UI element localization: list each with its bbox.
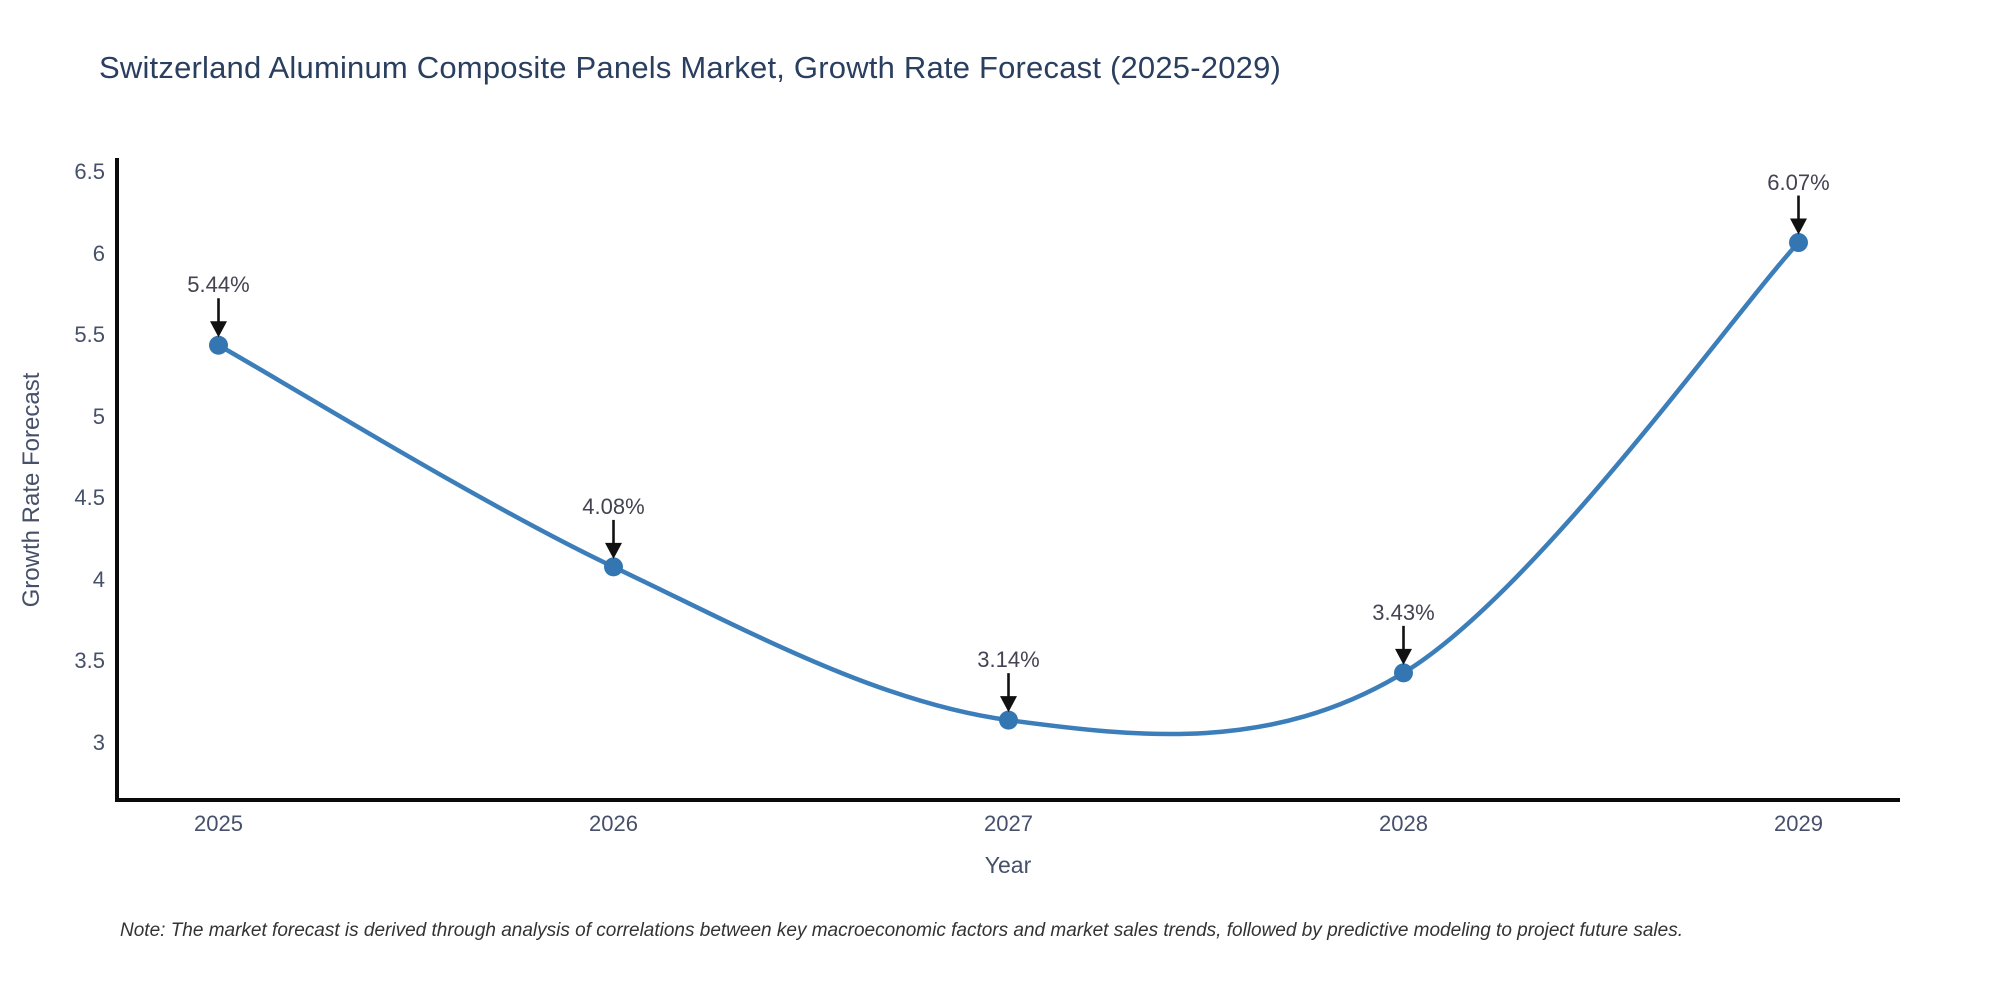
data-point-marker xyxy=(1789,233,1808,253)
annotation-arrow-head-icon xyxy=(1790,218,1807,235)
x-tick-label: 2028 xyxy=(1379,811,1428,836)
data-point-marker xyxy=(209,335,228,355)
point-value-label: 6.07% xyxy=(1767,169,1830,195)
point-value-label: 4.08% xyxy=(582,493,645,519)
y-tick-label: 3 xyxy=(92,729,105,755)
x-tick-label: 2027 xyxy=(984,811,1033,836)
data-point-marker xyxy=(604,557,623,577)
annotation-arrow-head-icon xyxy=(1000,696,1017,713)
data-point-marker xyxy=(1394,663,1413,683)
x-tick-label: 2029 xyxy=(1774,811,1823,836)
y-tick-label: 6.5 xyxy=(74,159,105,185)
x-axis-title: Year xyxy=(984,852,1032,878)
annotation-arrow-head-icon xyxy=(605,542,622,559)
y-tick-label: 6 xyxy=(92,240,105,266)
y-tick-label: 3.5 xyxy=(74,648,105,674)
y-tick-label: 4 xyxy=(92,566,105,592)
forecast-line xyxy=(216,240,1801,737)
x-tick-label: 2026 xyxy=(589,811,638,836)
footnote: Note: The market forecast is derived thr… xyxy=(120,920,1683,941)
y-tick-label: 4.5 xyxy=(74,485,105,511)
x-tick-label: 2025 xyxy=(194,811,243,836)
y-tick-label: 5 xyxy=(92,403,105,429)
chart-title: Switzerland Aluminum Composite Panels Ma… xyxy=(99,50,1282,85)
annotation-arrow-head-icon xyxy=(210,321,227,338)
data-point-marker xyxy=(999,710,1018,730)
y-tick-label: 5.5 xyxy=(74,322,105,348)
point-value-label: 5.44% xyxy=(187,272,250,298)
point-value-label: 3.14% xyxy=(977,647,1040,673)
point-value-label: 3.43% xyxy=(1372,599,1435,625)
annotation-arrow-head-icon xyxy=(1395,648,1412,665)
